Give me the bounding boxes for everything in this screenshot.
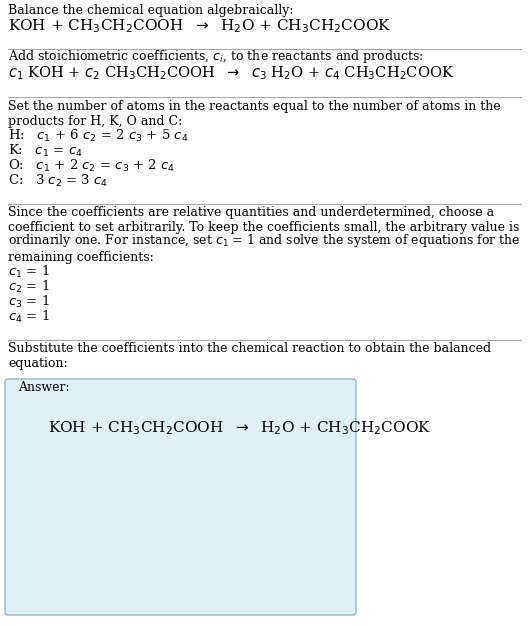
Text: ordinarily one. For instance, set $c_1$ = 1 and solve the system of equations fo: ordinarily one. For instance, set $c_1$ … bbox=[8, 232, 521, 249]
Text: Balance the chemical equation algebraically:: Balance the chemical equation algebraica… bbox=[8, 4, 294, 17]
FancyBboxPatch shape bbox=[5, 379, 356, 615]
Text: H:   $c_1$ + 6 $c_2$ = 2 $c_3$ + 5 $c_4$: H: $c_1$ + 6 $c_2$ = 2 $c_3$ + 5 $c_4$ bbox=[8, 128, 188, 144]
Text: Substitute the coefficients into the chemical reaction to obtain the balanced: Substitute the coefficients into the che… bbox=[8, 342, 491, 355]
Text: Since the coefficients are relative quantities and underdetermined, choose a: Since the coefficients are relative quan… bbox=[8, 206, 494, 219]
Text: $c_1$ = 1: $c_1$ = 1 bbox=[8, 264, 50, 280]
Text: Add stoichiometric coefficients, $c_i$, to the reactants and products:: Add stoichiometric coefficients, $c_i$, … bbox=[8, 48, 424, 65]
Text: equation:: equation: bbox=[8, 357, 68, 370]
Text: Set the number of atoms in the reactants equal to the number of atoms in the: Set the number of atoms in the reactants… bbox=[8, 100, 500, 113]
Text: K:   $c_1$ = $c_4$: K: $c_1$ = $c_4$ bbox=[8, 143, 83, 159]
Text: $c_1$ KOH + $c_2$ CH$_3$CH$_2$COOH  $\rightarrow$  $c_3$ H$_2$O + $c_4$ CH$_3$CH: $c_1$ KOH + $c_2$ CH$_3$CH$_2$COOH $\rig… bbox=[8, 65, 454, 82]
Text: C:   3 $c_2$ = 3 $c_4$: C: 3 $c_2$ = 3 $c_4$ bbox=[8, 173, 108, 189]
Text: O:   $c_1$ + 2 $c_2$ = $c_3$ + 2 $c_4$: O: $c_1$ + 2 $c_2$ = $c_3$ + 2 $c_4$ bbox=[8, 158, 175, 174]
Text: Answer:: Answer: bbox=[18, 381, 70, 394]
Text: $c_3$ = 1: $c_3$ = 1 bbox=[8, 294, 50, 310]
Text: KOH + CH$_3$CH$_2$COOH  $\rightarrow$  H$_2$O + CH$_3$CH$_2$COOK: KOH + CH$_3$CH$_2$COOH $\rightarrow$ H$_… bbox=[48, 419, 431, 437]
Text: $c_4$ = 1: $c_4$ = 1 bbox=[8, 309, 50, 325]
Text: products for H, K, O and C:: products for H, K, O and C: bbox=[8, 115, 183, 128]
Text: $c_2$ = 1: $c_2$ = 1 bbox=[8, 279, 50, 295]
Text: remaining coefficients:: remaining coefficients: bbox=[8, 251, 154, 264]
Text: KOH + CH$_3$CH$_2$COOH  $\rightarrow$  H$_2$O + CH$_3$CH$_2$COOK: KOH + CH$_3$CH$_2$COOH $\rightarrow$ H$_… bbox=[8, 18, 391, 35]
Text: coefficient to set arbitrarily. To keep the coefficients small, the arbitrary va: coefficient to set arbitrarily. To keep … bbox=[8, 221, 519, 234]
